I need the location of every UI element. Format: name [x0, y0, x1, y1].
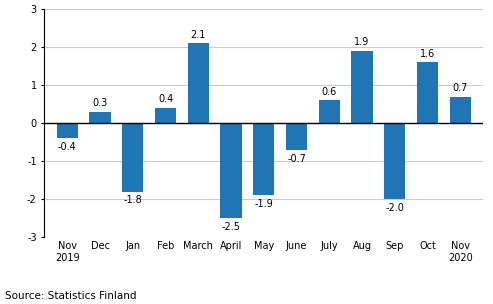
- Text: -0.7: -0.7: [287, 154, 306, 164]
- Bar: [188, 43, 209, 123]
- Bar: [318, 100, 340, 123]
- Bar: [450, 97, 471, 123]
- Bar: [384, 123, 405, 199]
- Bar: [122, 123, 143, 192]
- Text: 2.1: 2.1: [191, 29, 206, 40]
- Text: 0.3: 0.3: [92, 98, 107, 108]
- Bar: [220, 123, 242, 218]
- Bar: [253, 123, 275, 195]
- Text: -2.0: -2.0: [386, 203, 404, 213]
- Bar: [57, 123, 78, 138]
- Bar: [417, 62, 438, 123]
- Text: 0.6: 0.6: [321, 87, 337, 97]
- Bar: [89, 112, 110, 123]
- Bar: [352, 51, 373, 123]
- Text: 0.7: 0.7: [453, 83, 468, 93]
- Text: -1.8: -1.8: [123, 195, 142, 205]
- Text: -2.5: -2.5: [221, 222, 241, 232]
- Text: 1.6: 1.6: [420, 49, 435, 58]
- Text: Source: Statistics Finland: Source: Statistics Finland: [5, 291, 137, 301]
- Text: -0.4: -0.4: [58, 142, 77, 152]
- Bar: [155, 108, 176, 123]
- Bar: [286, 123, 307, 150]
- Text: 0.4: 0.4: [158, 94, 173, 104]
- Text: -1.9: -1.9: [254, 199, 273, 209]
- Text: 1.9: 1.9: [354, 37, 370, 47]
